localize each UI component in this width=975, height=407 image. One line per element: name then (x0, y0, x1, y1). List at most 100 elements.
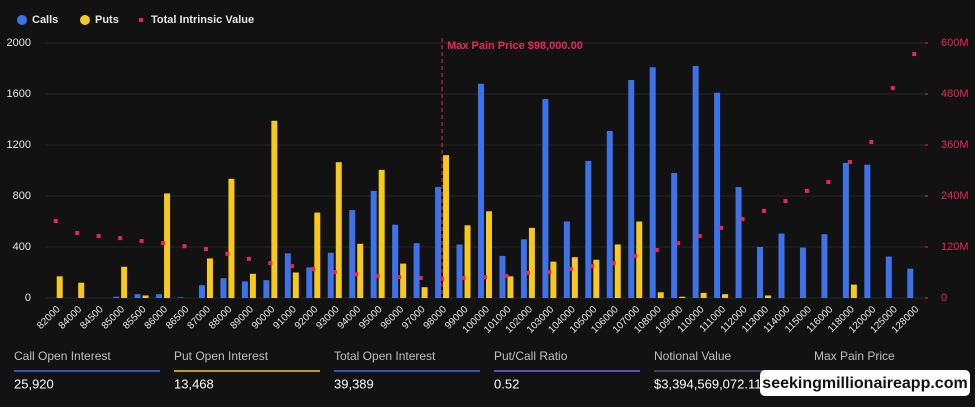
y-tick-label: 2000 (7, 37, 31, 49)
x-tick-label: 94000 (336, 304, 364, 332)
point (246, 256, 251, 261)
point (654, 247, 659, 252)
bar (606, 130, 613, 298)
bar (700, 292, 707, 298)
bar (421, 287, 428, 298)
x-tick-label: 95000 (357, 304, 385, 332)
bar (314, 212, 321, 298)
legend-marker (80, 15, 90, 25)
x-tick-label: 88000 (207, 304, 235, 332)
bar (142, 295, 149, 298)
bar (735, 187, 742, 298)
point (804, 188, 809, 193)
bar (464, 225, 471, 298)
stat-label: Total Open Interest (334, 349, 436, 363)
y-tick-label: 0 (25, 292, 31, 304)
point (139, 239, 144, 244)
bar (907, 268, 914, 298)
x-tick-label: 84500 (78, 304, 106, 332)
point (783, 199, 788, 204)
point (719, 225, 724, 230)
point (354, 272, 359, 277)
x-tick-label: 84000 (57, 304, 85, 332)
bar (478, 83, 484, 298)
point (440, 276, 445, 281)
bar (435, 187, 442, 298)
stat-label: Max Pain Price (814, 349, 895, 363)
bar (657, 292, 664, 298)
point (762, 208, 767, 213)
point (504, 273, 509, 278)
bar (649, 67, 656, 298)
point (203, 247, 208, 252)
bar (486, 211, 492, 298)
x-tick-label: 92000 (293, 304, 321, 332)
bar (241, 281, 248, 298)
bar (271, 120, 278, 299)
bar (113, 296, 120, 298)
y-tick-label: 800 (13, 190, 31, 202)
bar (614, 244, 621, 298)
bar (327, 252, 334, 298)
x-tick-label: 96000 (379, 304, 407, 332)
point (289, 264, 294, 269)
x-tick-label: 87000 (186, 304, 214, 332)
x-tick-label: 93000 (314, 304, 342, 332)
bar (228, 178, 235, 298)
point (697, 233, 702, 238)
point (397, 275, 402, 280)
point (912, 52, 917, 57)
bar (164, 193, 171, 298)
watermark: seekingmillionaireapp.com (762, 375, 967, 392)
legend-label: Puts (95, 14, 119, 26)
bar (56, 276, 63, 298)
bar (378, 169, 385, 298)
bar (292, 272, 299, 298)
point (568, 267, 573, 272)
bar (357, 243, 364, 298)
point (740, 216, 745, 221)
point (418, 276, 423, 281)
point (676, 241, 681, 246)
bar (842, 162, 849, 298)
point (633, 253, 638, 258)
bar (714, 92, 721, 298)
bar (335, 162, 342, 298)
x-tick-label: 90000 (250, 304, 278, 332)
bar (156, 294, 163, 298)
bar (542, 99, 549, 298)
x-tick-label: 86000 (143, 304, 171, 332)
bar (520, 239, 527, 298)
y2-tick-label: 120M (941, 241, 969, 253)
point (375, 273, 380, 278)
bar (370, 190, 377, 298)
x-tick-label: 85500 (121, 304, 149, 332)
y2-tick-label: 240M (941, 190, 969, 202)
bar (413, 243, 420, 298)
bar (593, 259, 600, 298)
point (890, 86, 895, 91)
point (525, 270, 530, 275)
point (590, 264, 595, 269)
stat-label: Notional Value (654, 349, 731, 363)
bar (571, 257, 578, 298)
bar (249, 273, 256, 298)
bar (499, 255, 506, 298)
bar (263, 280, 270, 298)
bar (778, 233, 785, 298)
x-tick-label: 89000 (228, 304, 256, 332)
x-tick-label: 86500 (164, 304, 192, 332)
bar (636, 221, 643, 298)
point (311, 267, 316, 272)
bar (400, 263, 407, 298)
bar (134, 294, 141, 298)
bar (628, 79, 635, 298)
point (869, 140, 874, 145)
watermark-box (760, 370, 970, 396)
bar (563, 221, 570, 298)
point (826, 179, 831, 184)
legend-marker (139, 18, 143, 22)
bar (799, 247, 806, 298)
